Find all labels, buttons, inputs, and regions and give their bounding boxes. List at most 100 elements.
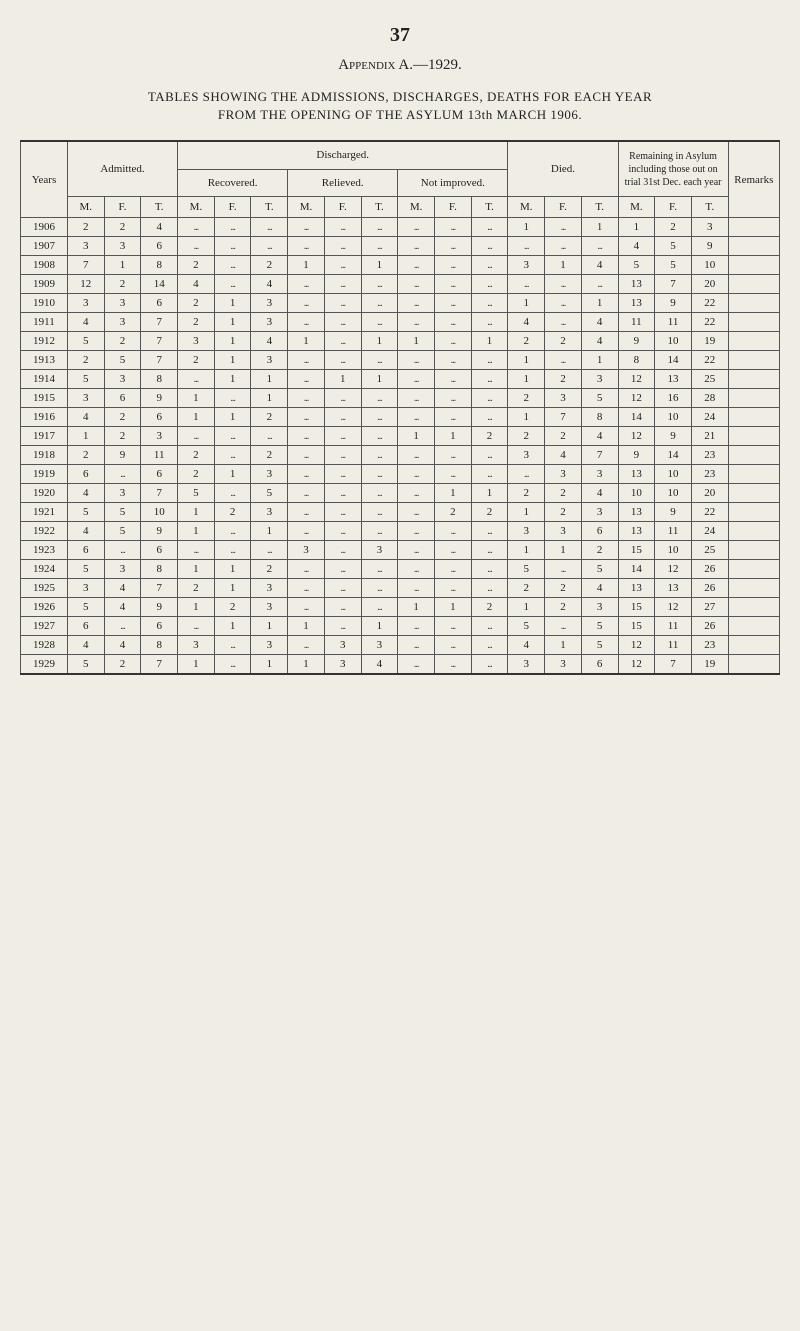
cell-adm: 2 bbox=[104, 217, 141, 236]
cell-nim: ... bbox=[471, 464, 508, 483]
cell-rel: 3 bbox=[324, 635, 361, 654]
cell-nim: ... bbox=[398, 578, 435, 597]
cell-die: ... bbox=[508, 464, 545, 483]
cell-die: 1 bbox=[508, 407, 545, 426]
cell-rec: 3 bbox=[178, 635, 215, 654]
cell-nim: ... bbox=[398, 350, 435, 369]
cell-year: 1926 bbox=[21, 597, 68, 616]
cell-rem: 11 bbox=[655, 635, 692, 654]
cell-rem: 14 bbox=[618, 559, 655, 578]
cell-nim: ... bbox=[471, 236, 508, 255]
cell-rem: 10 bbox=[618, 483, 655, 502]
cell-rec: 1 bbox=[178, 654, 215, 674]
cell-rec: 1 bbox=[214, 407, 251, 426]
cell-rel: 1 bbox=[361, 331, 398, 350]
cell-rel: 1 bbox=[361, 255, 398, 274]
cell-adm: 3 bbox=[67, 578, 104, 597]
cell-rel: ... bbox=[361, 445, 398, 464]
cell-nim: 2 bbox=[471, 502, 508, 521]
col-t: T. bbox=[581, 196, 618, 217]
cell-nim: ... bbox=[471, 217, 508, 236]
cell-adm: 4 bbox=[104, 578, 141, 597]
cell-nim: ... bbox=[398, 217, 435, 236]
cell-rel: ... bbox=[324, 350, 361, 369]
cell-rel: 1 bbox=[288, 331, 325, 350]
cell-nim: ... bbox=[471, 521, 508, 540]
cell-adm: 5 bbox=[67, 654, 104, 674]
cell-die: 4 bbox=[581, 255, 618, 274]
cell-rec: 2 bbox=[251, 255, 288, 274]
cell-die: 8 bbox=[581, 407, 618, 426]
cell-rel: ... bbox=[361, 578, 398, 597]
cell-rem: 3 bbox=[691, 217, 728, 236]
mft-header-row: M.F.T.M.F.T.M.F.T.M.F.T.M.F.T.M.F.T. bbox=[21, 196, 780, 217]
title-line1: TABLES SHOWING THE ADMISSIONS, DISCHARGE… bbox=[148, 89, 652, 104]
cell-die: 3 bbox=[508, 255, 545, 274]
cell-rec: 3 bbox=[251, 597, 288, 616]
col-f: F. bbox=[214, 196, 251, 217]
cell-rec: ... bbox=[214, 635, 251, 654]
cell-rec: 1 bbox=[214, 293, 251, 312]
cell-year: 1929 bbox=[21, 654, 68, 674]
cell-adm: 5 bbox=[67, 369, 104, 388]
cell-year: 1913 bbox=[21, 350, 68, 369]
cell-rem: 13 bbox=[618, 521, 655, 540]
cell-die: 5 bbox=[581, 388, 618, 407]
cell-die: 1 bbox=[581, 293, 618, 312]
cell-rem: 20 bbox=[691, 274, 728, 293]
cell-rec: ... bbox=[214, 217, 251, 236]
cell-year: 1914 bbox=[21, 369, 68, 388]
cell-rem: 15 bbox=[618, 597, 655, 616]
cell-die: 4 bbox=[581, 331, 618, 350]
cell-rec: ... bbox=[214, 426, 251, 445]
cell-rem: 13 bbox=[655, 578, 692, 597]
cell-adm: 9 bbox=[141, 521, 178, 540]
cell-nim: ... bbox=[434, 274, 471, 293]
cell-die: 5 bbox=[508, 616, 545, 635]
cell-adm: ... bbox=[104, 464, 141, 483]
cell-rel: ... bbox=[288, 597, 325, 616]
col-remarks: Remarks bbox=[728, 141, 779, 217]
cell-rec: 1 bbox=[214, 331, 251, 350]
cell-die: 3 bbox=[545, 654, 582, 674]
cell-rec: 2 bbox=[251, 445, 288, 464]
cell-year: 1910 bbox=[21, 293, 68, 312]
cell-rel: ... bbox=[288, 388, 325, 407]
table-row: 1909122144...4..........................… bbox=[21, 274, 780, 293]
cell-rec: ... bbox=[178, 236, 215, 255]
cell-rec: ... bbox=[251, 236, 288, 255]
cell-adm: 5 bbox=[67, 331, 104, 350]
table-row: 191829112...2..................34791423 bbox=[21, 445, 780, 464]
cell-nim: ... bbox=[398, 236, 435, 255]
cell-adm: 6 bbox=[67, 464, 104, 483]
cell-adm: 4 bbox=[104, 597, 141, 616]
cell-die: 4 bbox=[581, 312, 618, 331]
cell-rec: 4 bbox=[178, 274, 215, 293]
col-years: Years bbox=[21, 141, 68, 217]
cell-die: 2 bbox=[508, 426, 545, 445]
cell-adm: 7 bbox=[141, 654, 178, 674]
cell-rec: ... bbox=[178, 616, 215, 635]
cell-die: 3 bbox=[545, 388, 582, 407]
cell-adm: 3 bbox=[104, 369, 141, 388]
cell-adm: 2 bbox=[104, 654, 141, 674]
cell-nim: ... bbox=[434, 369, 471, 388]
cell-year: 1907 bbox=[21, 236, 68, 255]
cell-nim: 1 bbox=[398, 426, 435, 445]
cell-adm: 3 bbox=[67, 388, 104, 407]
cell-die: 2 bbox=[545, 369, 582, 388]
cell-remarks bbox=[728, 521, 779, 540]
cell-rec: ... bbox=[214, 388, 251, 407]
cell-nim: ... bbox=[471, 654, 508, 674]
cell-die: 1 bbox=[508, 502, 545, 521]
cell-adm: 8 bbox=[141, 559, 178, 578]
cell-year: 1925 bbox=[21, 578, 68, 597]
cell-adm: 3 bbox=[104, 236, 141, 255]
cell-rec: 2 bbox=[251, 559, 288, 578]
cell-adm: 4 bbox=[67, 483, 104, 502]
col-m: M. bbox=[288, 196, 325, 217]
cell-adm: 1 bbox=[104, 255, 141, 274]
cell-adm: 7 bbox=[141, 483, 178, 502]
cell-rem: 13 bbox=[618, 293, 655, 312]
table-body: 1906224...........................1...11… bbox=[21, 217, 780, 674]
